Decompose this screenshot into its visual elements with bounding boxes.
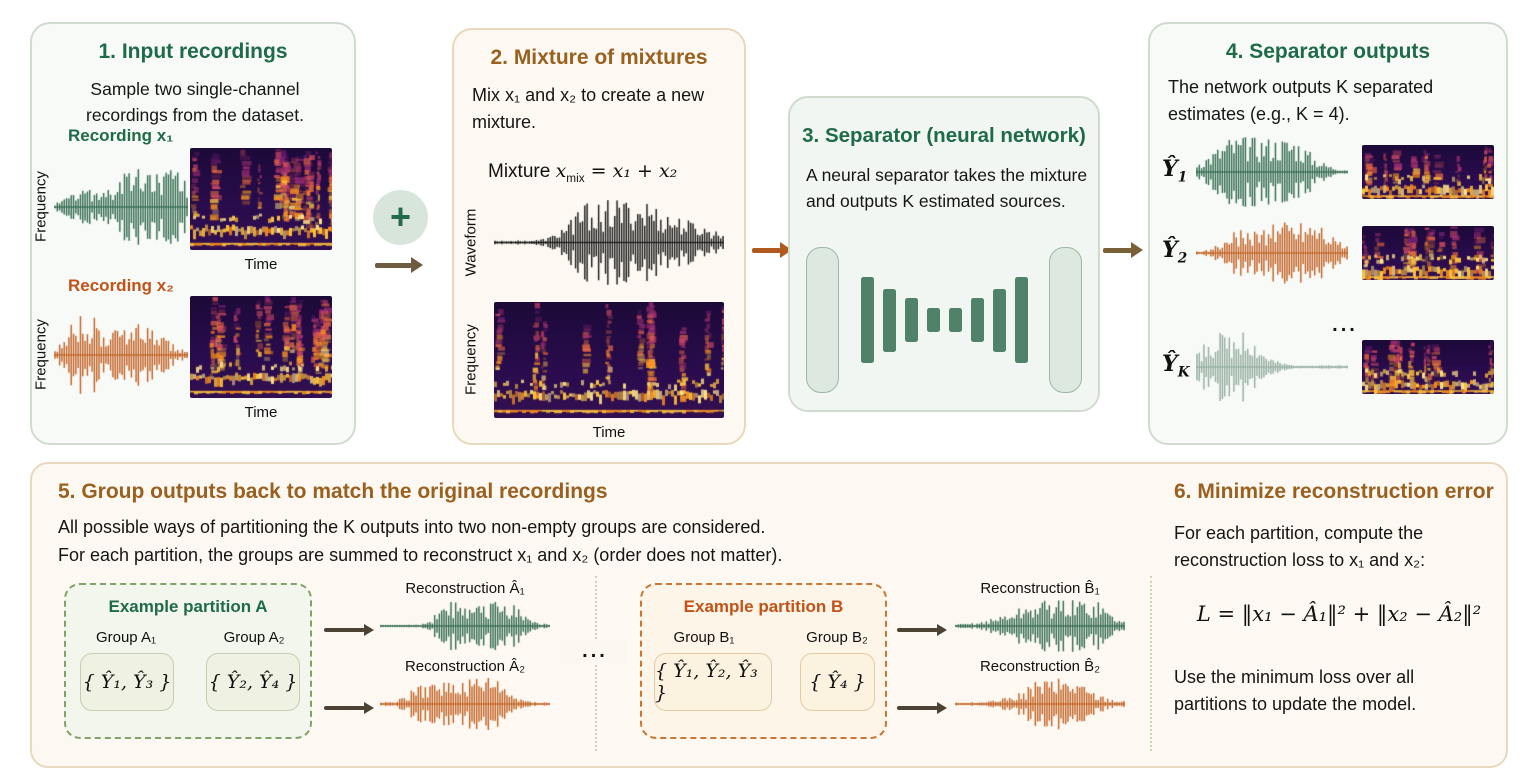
- neural-network-diagram: [806, 246, 1082, 394]
- output-y1-label: Ŷ1: [1162, 156, 1188, 186]
- recording-x2-label: Recording x₂: [68, 276, 174, 295]
- reconstruction-a1-label: Reconstruction Â₁: [405, 580, 525, 597]
- arrow-right-icon: [897, 699, 947, 717]
- bottleneck-bars: [860, 277, 1028, 363]
- waveform-recon-b2: [955, 678, 1125, 730]
- spectrogram-y1: [1362, 145, 1494, 199]
- frequency-axis-label: Frequency: [32, 171, 50, 242]
- nn-bar: [926, 308, 940, 332]
- example-partition-b: Example partition B Group B₁ Group B₂ { …: [640, 583, 887, 739]
- frequency-axis-label: Frequency: [32, 319, 50, 390]
- section-divider: [1150, 576, 1152, 751]
- group-b1-set: { Ŷ₁, Ŷ₂, Ŷ₃ }: [654, 653, 772, 711]
- waveform-axis-label: Waveform: [462, 208, 480, 277]
- formula-sub: mix: [566, 171, 585, 185]
- panel-separator-outputs: 4. Separator outputs The network outputs…: [1148, 22, 1508, 445]
- panel-input-recordings: 1. Input recordings Sample two single-ch…: [30, 22, 356, 445]
- formula-rest: = x₁ + x₂: [584, 160, 678, 182]
- group-a1-set: { Ŷ₁, Ŷ₃ }: [80, 653, 174, 711]
- nn-bar: [860, 277, 874, 363]
- encoder-block: [806, 247, 839, 393]
- waveform-mixture: [494, 200, 724, 285]
- arrow-right-icon: [324, 699, 374, 717]
- group-a2-label: Group A₂: [223, 629, 285, 646]
- plus-icon: +: [373, 190, 428, 245]
- panel4-desc: The network outputs K separated estimate…: [1168, 77, 1434, 124]
- formula-var: x: [555, 160, 567, 182]
- frequency-axis-label: Frequency: [462, 324, 480, 395]
- recording-x1-label: Recording x₁: [68, 126, 174, 145]
- ellipsis: ...: [562, 640, 628, 663]
- panel6-title: 6. Minimize reconstruction error: [1174, 480, 1494, 503]
- arrow-right-icon: [324, 621, 374, 639]
- group-a2-set: { Ŷ₂, Ŷ₄ }: [206, 653, 300, 711]
- panel2-title: 2. Mixture of mixtures: [490, 46, 708, 69]
- panel6-note: Use the minimum loss over all partitions…: [1174, 667, 1417, 714]
- section-divider: [595, 576, 597, 751]
- waveform-recon-a1: [380, 600, 550, 652]
- reconstruction-b2-label: Reconstruction B̂₂: [979, 658, 1101, 675]
- panel-mixture-of-mixtures: 2. Mixture of mixtures Mix x₁ and x₂ to …: [452, 28, 746, 445]
- waveform-x1: [54, 168, 188, 246]
- panel1-title: 1. Input recordings: [98, 40, 288, 63]
- partition-a-title: Example partition A: [108, 597, 268, 616]
- ellipsis: ...: [1332, 314, 1358, 336]
- panel1-subtitle: Sample two single-channel recordings fro…: [86, 79, 304, 126]
- group-b1-label: Group B₁: [673, 629, 735, 646]
- nn-bar: [904, 298, 918, 342]
- example-partition-a: Example partition A Group A₁ Group A₂ { …: [64, 583, 312, 739]
- panel4-title: 4. Separator outputs: [1225, 40, 1431, 63]
- waveform-recon-b1: [955, 600, 1125, 652]
- panel2-desc: Mix x₁ and x₂ to create a new mixture.: [472, 85, 705, 132]
- time-axis-label: Time: [592, 424, 626, 441]
- spectrogram-x1: [190, 148, 332, 250]
- mixture-formula: Mixture xmix = x₁ + x₂: [488, 160, 677, 185]
- partition-b-title: Example partition B: [683, 597, 844, 616]
- group-b2-set: { Ŷ₄ }: [800, 653, 875, 711]
- waveform-y2: [1196, 218, 1348, 288]
- panel-group-outputs: 5. Group outputs back to match the origi…: [30, 462, 1508, 768]
- arrow-right-icon: [752, 241, 792, 259]
- reconstruction-a2-label: Reconstruction Â₂: [404, 658, 526, 675]
- formula-pre: Mixture: [488, 161, 556, 182]
- panel3-title: 3. Separator (neural network): [802, 124, 1086, 147]
- output-yk-label: ŶK: [1162, 351, 1190, 381]
- waveform-recon-a2: [380, 678, 550, 730]
- panel5-line1: All possible ways of partitioning the K …: [58, 517, 766, 537]
- panel3-desc: A neural separator takes the mixture and…: [806, 165, 1088, 212]
- decoder-block: [1049, 247, 1082, 393]
- panel6-desc: For each partition, compute the reconstr…: [1174, 523, 1426, 570]
- spectrogram-yk: [1362, 340, 1494, 394]
- spectrogram-mixture: [494, 302, 724, 418]
- spectrogram-x2: [190, 296, 332, 398]
- arrow-right-icon: [897, 621, 947, 639]
- panel-separator: 3. Separator (neural network) A neural s…: [788, 96, 1100, 412]
- time-axis-label: Time: [244, 256, 278, 273]
- nn-bar: [882, 288, 896, 352]
- group-a1-label: Group A₁: [95, 629, 157, 646]
- nn-bar: [992, 288, 1006, 352]
- nn-bar: [970, 298, 984, 342]
- nn-bar: [1014, 277, 1028, 363]
- panel5-title: 5. Group outputs back to match the origi…: [58, 480, 608, 503]
- loss-formula: L = ‖x₁ − Â₁‖² + ‖x₂ − Â₂‖²: [1196, 602, 1482, 626]
- time-axis-label: Time: [244, 404, 278, 421]
- output-y2-label: Ŷ2: [1162, 237, 1188, 267]
- group-b2-label: Group B₂: [806, 629, 868, 646]
- reconstruction-b1-label: Reconstruction B̂₁: [980, 580, 1100, 597]
- waveform-y1: [1196, 137, 1348, 207]
- arrow-right-icon: [375, 256, 423, 274]
- waveform-yk: [1196, 332, 1348, 402]
- waveform-x2: [54, 316, 188, 394]
- panel5-line2: For each partition, the groups are summe…: [58, 545, 783, 565]
- nn-bar: [948, 308, 962, 332]
- arrow-right-icon: [1103, 241, 1143, 259]
- spectrogram-y2: [1362, 226, 1494, 280]
